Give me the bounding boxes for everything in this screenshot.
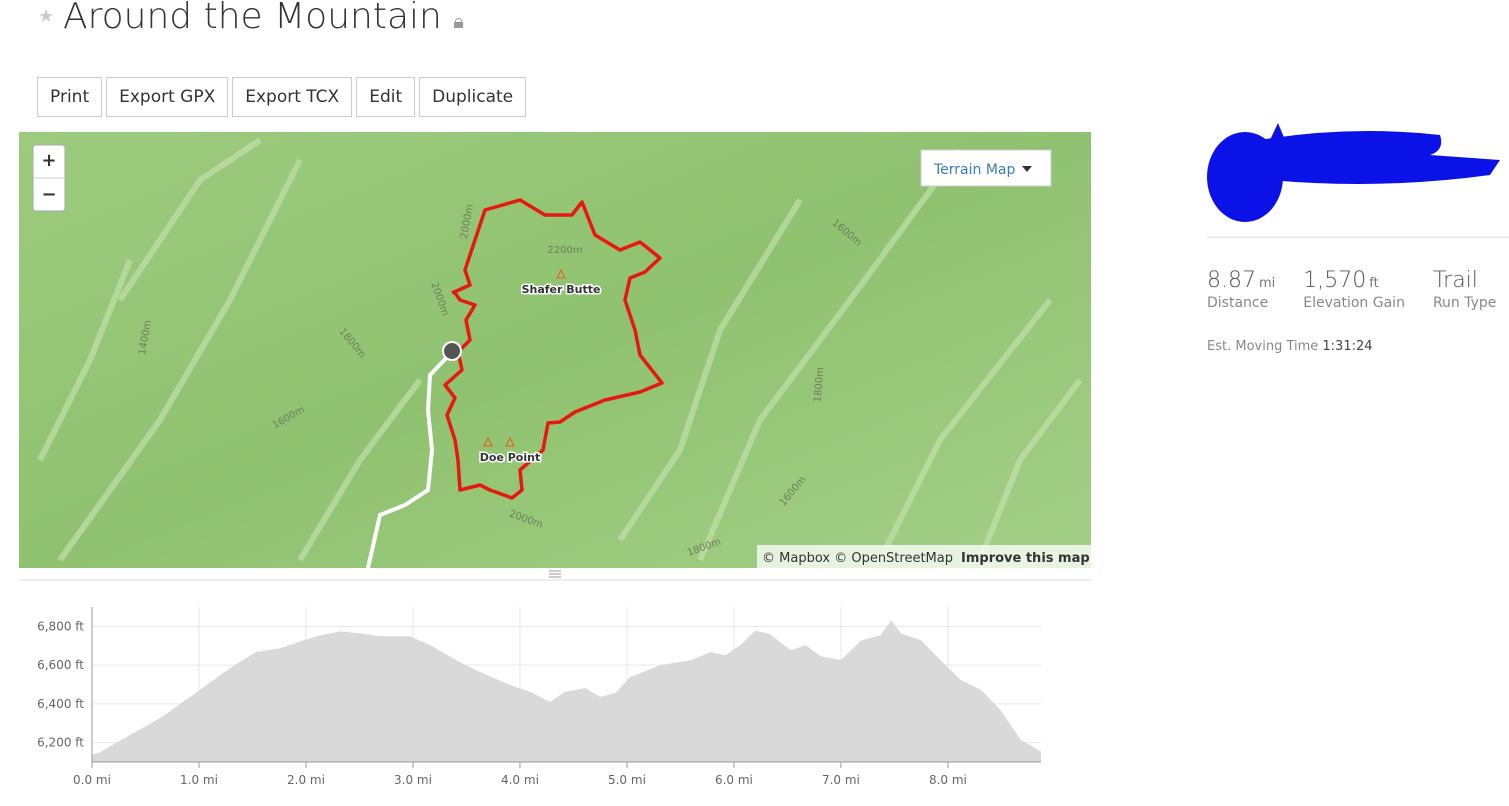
- lock-icon: 🔒︎: [453, 9, 464, 33]
- x-tick-label: 2.0 mi: [287, 773, 325, 787]
- button[interactable]: Export TCX: [232, 77, 353, 117]
- resize-handle[interactable]: [549, 570, 561, 578]
- elevation-chart: 6,200 ft 6,400 ft 6,600 ft 6,800 ft 0.0 mi 1.…: [37, 607, 1041, 787]
- stat-unit: ft: [1369, 276, 1379, 291]
- stat-label: Distance: [1207, 295, 1269, 311]
- elevation-area: [92, 620, 1041, 762]
- button[interactable]: Edit: [356, 77, 416, 117]
- route-title: Around the Mountain 🔒︎: [63, 0, 464, 37]
- place-label: Doe Point: [480, 451, 540, 464]
- button[interactable]: Duplicate: [419, 77, 527, 117]
- moving-time-value: 1:31:24: [1322, 339, 1373, 354]
- redaction: [1207, 123, 1500, 222]
- stat-value: 8.87: [1207, 268, 1256, 293]
- x-tick-label: 5.0 mi: [608, 773, 646, 787]
- y-tick-label: 6,600 ft: [37, 658, 84, 672]
- stat: Trail Run Type: [1433, 268, 1496, 311]
- place-label: Shafer Butte: [522, 283, 601, 296]
- caret: [1022, 166, 1032, 172]
- layer-button-label[interactable]: Terrain Map: [933, 162, 1016, 178]
- contour-label: 2200m: [547, 245, 582, 256]
- improve-link[interactable]: Improve this map: [961, 551, 1090, 566]
- stats: 8.87 mi Distance 1,570 ft Elevation Gain Tra…: [1207, 268, 1496, 311]
- title-text: Around the Mountain: [63, 0, 442, 37]
- x-tick-label: 7.0 mi: [822, 773, 860, 787]
- y-tick-label: 6,400 ft: [37, 697, 84, 711]
- button[interactable]: Print: [37, 77, 103, 117]
- x-tick-label: 4.0 mi: [501, 773, 539, 787]
- moving-time: Est. Moving Time 1:31:24: [1207, 339, 1373, 354]
- attribution: © Mapbox © OpenStreetMap: [762, 551, 953, 566]
- stat: 1,570 ft Elevation Gain: [1303, 268, 1405, 311]
- x-tick-label: 8.0 mi: [929, 773, 967, 787]
- stat-unit: mi: [1258, 276, 1276, 291]
- button[interactable]: Export GPX: [106, 77, 229, 117]
- toolbar: Print Export GPX Export TCX Edit Duplica…: [37, 77, 527, 117]
- stat-label: Elevation Gain: [1303, 295, 1405, 311]
- x-tick-label: 0.0 mi: [73, 773, 111, 787]
- favorite-star[interactable]: ★: [38, 6, 55, 27]
- road: [366, 350, 454, 568]
- stat-label: Run Type: [1432, 295, 1497, 311]
- x-tick-label: 6.0 mi: [715, 773, 753, 787]
- stat: 8.87 mi Distance: [1207, 268, 1275, 311]
- stat-value: 1,570: [1303, 268, 1367, 293]
- x-tick-label: 1.0 mi: [180, 773, 218, 787]
- attribution-box: [757, 545, 1091, 568]
- route: [443, 198, 664, 500]
- y-tick-label: 6,800 ft: [37, 619, 84, 633]
- map[interactable]: 2000m 2200m 2000m 1800m 1400m 1600m 1600…: [19, 132, 1091, 568]
- map-terrain: [19, 132, 1091, 568]
- x-tick-label: 3.0 mi: [394, 773, 432, 787]
- moving-time-label: Est. Moving Time: [1207, 339, 1319, 354]
- zoom-out[interactable]: −: [41, 184, 56, 205]
- contour-label: 1800m: [812, 367, 826, 403]
- terrain-ridges: [37, 137, 1083, 562]
- zoom-in[interactable]: +: [41, 150, 56, 171]
- peak-icons: [483, 268, 566, 447]
- start-marker: [442, 341, 462, 361]
- y-tick-label: 6,200 ft: [37, 736, 84, 750]
- stat-value: Trail: [1432, 268, 1478, 293]
